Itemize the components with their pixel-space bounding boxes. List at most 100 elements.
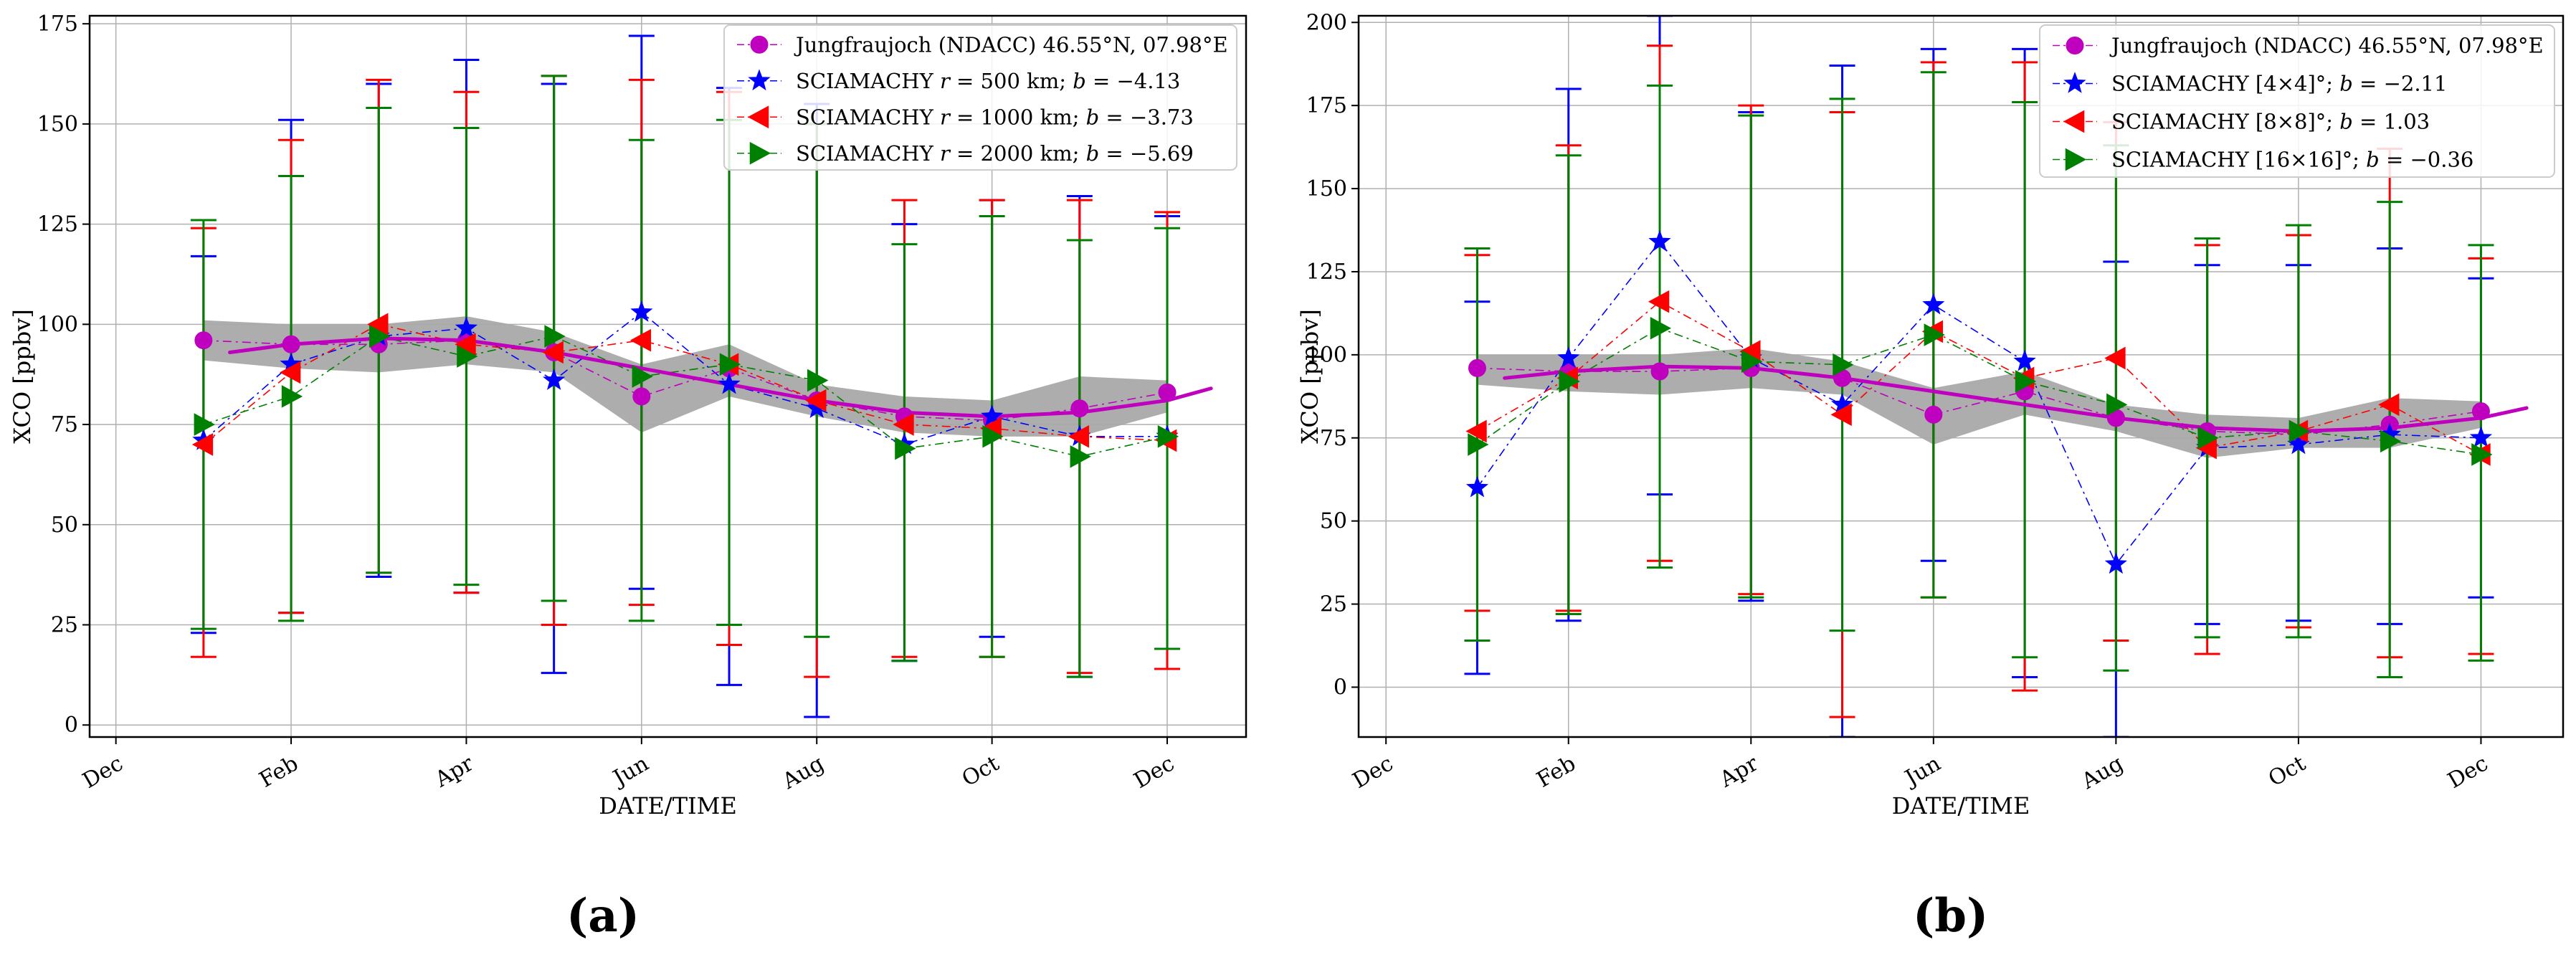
y-tick-label: 125 [1306,260,1347,285]
x-tick-label: Oct [2264,751,2310,792]
legend-marker [2065,148,2087,171]
series-3-point [369,325,391,348]
y-axis-label: XCO [ppbv] [9,309,36,444]
legend-label-part: = 500 km; [950,69,1073,93]
reference-line [203,339,1168,422]
series-1-point [981,404,1004,427]
reference-point [1650,362,1669,381]
series-1-line [203,311,1168,445]
series-2-point [1648,290,1670,313]
reference-point [1924,405,1943,424]
y-tick-label: 100 [37,312,78,337]
reference-point [194,331,213,350]
legend-label-part: = −4.13 [1086,69,1181,93]
series-3-point [457,345,478,368]
series-3-point [2106,393,2128,417]
series-3-point [1157,424,1179,448]
legend-label-part: = −5.69 [1099,141,1194,166]
reference-point [282,335,300,353]
x-tick-label: Dec [1130,751,1179,794]
reference-line [1477,367,2481,435]
series-3-point [1650,316,1672,340]
series-3-point [1070,445,1091,468]
series-1-point [455,316,478,338]
y-tick-label: 175 [1306,93,1347,118]
legend-marker [749,141,771,165]
y-tick-label: 50 [1320,509,1347,534]
series-2-point [542,341,564,364]
legend-marker [748,69,771,91]
reference-point [1070,399,1089,418]
x-tick-label: Aug [778,751,829,794]
y-tick-label: 0 [1334,675,1347,700]
panel-label-b: (b) [1913,889,1989,943]
legend-label-part: SCIAMACHY [796,141,940,166]
plot-area [1464,16,2529,737]
legend-label-part: r [940,105,951,129]
legend: Jungfraujoch (NDACC) 46.55°N, 07.98°E SCI… [723,24,1237,171]
legend-label-part: = 1000 km; [950,105,1086,129]
legend-label-part: SCIAMACHY [796,69,940,93]
legend-label: Jungfraujoch (NDACC) 46.55°N, 07.98°E [2109,34,2544,58]
reference-point [1158,383,1177,401]
series-2-point [191,433,214,456]
series-2-point [893,413,914,436]
series-1-point [543,369,566,390]
legend-box [2039,24,2555,178]
x-axis-label: DATE/TIME [1892,792,2030,819]
x-tick-label: Oct [958,751,1004,792]
chart-a: 0 25 50 75 100 125 150 175 Dec Feb Apr Jun Aug Oct Dec… [9,11,1247,819]
series-1-point [1557,346,1580,368]
series-2-point [805,389,827,412]
series-2-point [2104,346,2126,370]
series-2-point [2378,393,2400,417]
series-3-point [544,325,566,348]
series-1-point [2013,349,2036,371]
series-2-point [629,328,652,352]
x-tick-label: Dec [1349,751,1397,794]
series-3-point [719,353,741,376]
x-tick-label: Jun [607,751,653,792]
legend-label-part: r [940,141,951,166]
y-tick-label: 25 [51,613,78,638]
y-axis-label: XCO [ppbv] [1296,309,1323,444]
series-3-point [1924,323,1945,346]
series-3-point [2289,419,2310,443]
series-3-point [1741,350,1763,373]
series-2-line [1477,300,2481,455]
x-axis-label: DATE/TIME [599,792,737,819]
legend-marker [2063,72,2086,93]
legend-label: SCIAMACHY [16×16]°; b = −0.36 [2111,148,2473,172]
series-3-point [895,437,916,460]
x-tick-label: Feb [255,751,303,792]
legend-label-part: r [940,69,951,93]
reference-point [632,387,651,406]
legend: Jungfraujoch (NDACC) 46.55°N, 07.98°E SCI… [2039,24,2555,178]
x-tick-label: Apr [430,751,478,793]
y-tick-label: 150 [1306,176,1347,201]
y-tick-label: 150 [37,112,78,137]
y-tick-label: 100 [1306,343,1347,368]
y-tick-label: 75 [1320,426,1347,451]
y-tick-label: 75 [51,412,78,437]
series-3-point [2015,370,2037,393]
legend-label-part: SCIAMACHY [16×16]°; [2111,148,2366,172]
legend-label-part: SCIAMACHY [8×8]°; [2111,110,2339,134]
y-tick-label: 175 [37,11,78,37]
legend-label-part: = −2.11 [2353,72,2448,96]
series-1-point [1922,293,1945,315]
series-3-point [1559,370,1580,393]
x-tick-label: Apr [1715,751,1763,793]
series-3-point [632,365,653,388]
series-3-point [982,424,1004,448]
reference-point [1468,358,1486,377]
legend-label: SCIAMACHY r = 2000 km; b = −5.69 [796,141,1194,166]
series-3-line [1476,327,2481,455]
series-3-point [2197,426,2219,450]
series-2-point [1068,424,1090,448]
series-3-point [194,413,215,436]
legend-label-part: b [2339,72,2353,96]
legend-marker [2063,110,2085,133]
legend-label-part: b [1086,105,1100,129]
y-tick-label: 25 [1320,592,1347,617]
